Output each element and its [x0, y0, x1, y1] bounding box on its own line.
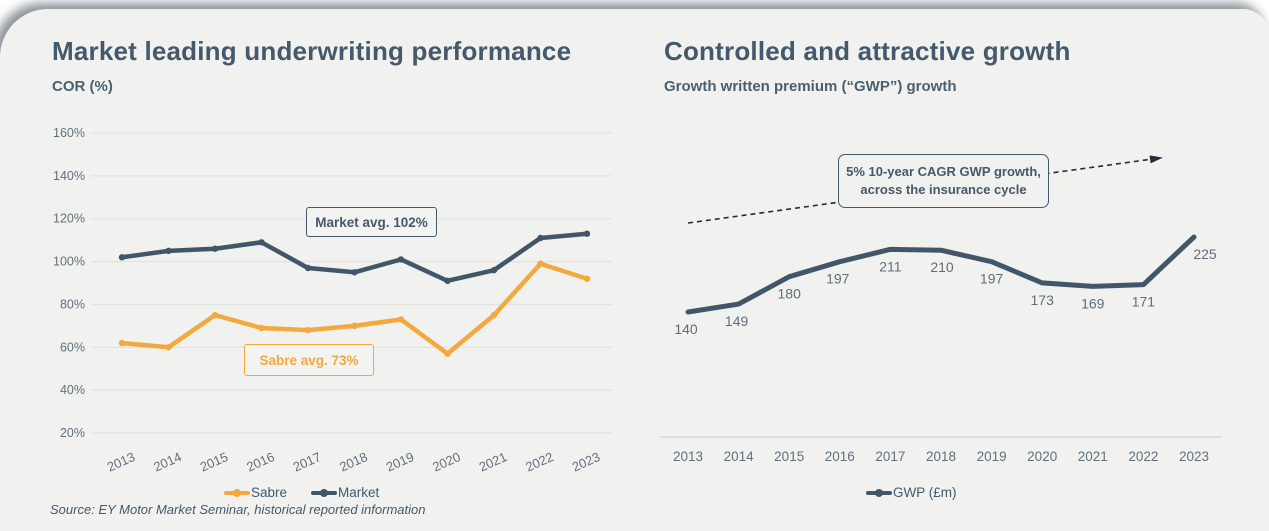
left-chart-legend: Sabre Market [224, 485, 379, 500]
svg-text:2022: 2022 [523, 449, 556, 474]
svg-text:2023: 2023 [570, 449, 603, 474]
right-panel-header: Controlled and attractive growth Growth … [664, 36, 1071, 95]
left-chart-subtitle: COR (%) [52, 78, 113, 95]
sabre-avg-annotation: Sabre avg. 73% [244, 344, 374, 376]
svg-text:225: 225 [1193, 246, 1217, 262]
svg-text:149: 149 [725, 313, 749, 329]
svg-text:2017: 2017 [291, 449, 324, 474]
svg-text:171: 171 [1132, 294, 1156, 310]
legend-item-sabre: Sabre [224, 485, 287, 500]
svg-text:120%: 120% [53, 212, 85, 226]
svg-text:140%: 140% [53, 169, 85, 183]
svg-text:2020: 2020 [1027, 449, 1057, 464]
right-chart-title: Controlled and attractive growth [664, 36, 1071, 66]
svg-text:80%: 80% [60, 297, 85, 311]
legend-label-gwp: GWP (£m) [893, 485, 957, 500]
svg-text:2018: 2018 [337, 449, 370, 474]
slide-card [0, 9, 1269, 531]
cagr-annotation: 5% 10-year CAGR GWP growth, across the i… [838, 154, 1049, 208]
svg-text:20%: 20% [60, 426, 85, 440]
legend-item-gwp: GWP (£m) [866, 485, 957, 500]
svg-text:2013: 2013 [673, 449, 703, 464]
sabre-line-swatch-icon [224, 488, 250, 497]
gwp-line-swatch-icon [866, 488, 892, 497]
svg-text:2021: 2021 [477, 449, 510, 474]
cagr-annotation-line2: across the insurance cycle [860, 182, 1027, 197]
left-chart-title: Market leading underwriting performance [52, 36, 572, 66]
svg-text:40%: 40% [60, 383, 85, 397]
svg-text:60%: 60% [60, 340, 85, 354]
svg-text:2013: 2013 [105, 449, 138, 474]
legend-item-market: Market [311, 485, 379, 500]
svg-text:197: 197 [826, 271, 850, 287]
svg-text:140: 140 [674, 321, 698, 337]
legend-label-market: Market [338, 485, 380, 500]
source-note: Source: EY Motor Market Seminar, histori… [50, 502, 426, 517]
svg-text:2020: 2020 [430, 449, 463, 474]
svg-text:197: 197 [980, 271, 1004, 287]
svg-text:2016: 2016 [244, 449, 277, 474]
svg-text:2015: 2015 [774, 449, 804, 464]
svg-text:2022: 2022 [1128, 449, 1158, 464]
svg-text:2023: 2023 [1179, 449, 1209, 464]
svg-text:180: 180 [778, 286, 802, 302]
svg-text:2016: 2016 [825, 449, 855, 464]
svg-text:2015: 2015 [198, 449, 231, 474]
svg-text:2019: 2019 [977, 449, 1007, 464]
svg-text:100%: 100% [53, 255, 85, 269]
svg-text:169: 169 [1081, 295, 1105, 311]
cagr-annotation-line1: 5% 10-year CAGR GWP growth, [846, 164, 1041, 180]
right-chart-subtitle: Growth written premium (“GWP”) growth [664, 78, 957, 95]
right-chart-legend: GWP (£m) [866, 485, 957, 500]
svg-text:2018: 2018 [926, 449, 956, 464]
svg-text:2019: 2019 [384, 449, 417, 474]
svg-text:2014: 2014 [151, 449, 184, 474]
svg-text:160%: 160% [53, 126, 85, 140]
svg-text:173: 173 [1031, 292, 1055, 308]
legend-label-sabre: Sabre [251, 485, 288, 500]
left-panel-header: Market leading underwriting performance … [52, 36, 571, 95]
svg-text:2021: 2021 [1078, 449, 1108, 464]
market-line-swatch-icon [311, 488, 338, 497]
svg-text:2014: 2014 [724, 449, 755, 464]
market-avg-annotation: Market avg. 102% [306, 207, 437, 237]
svg-text:2017: 2017 [875, 449, 905, 464]
svg-text:211: 211 [879, 258, 902, 274]
svg-text:210: 210 [930, 259, 954, 275]
